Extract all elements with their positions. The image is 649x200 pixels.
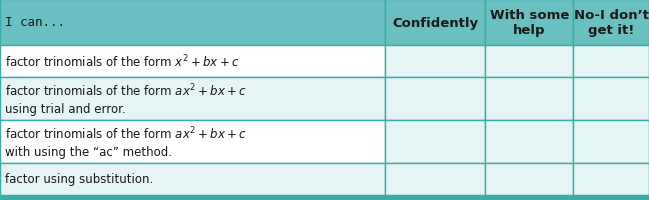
Bar [573,0,649,46]
Bar [385,120,485,163]
Bar [485,120,573,163]
Text: I can...: I can... [5,16,65,29]
Text: No-I don’t
get it!: No-I don’t get it! [574,9,648,37]
Bar [385,78,485,120]
Bar [485,0,573,46]
Bar [385,163,485,195]
Text: factor using substitution.: factor using substitution. [5,173,153,186]
Text: factor trinomials of the form $ax^2 + bx + c$
using trial and error.: factor trinomials of the form $ax^2 + bx… [5,83,247,115]
Bar [385,46,485,78]
Bar [0,120,385,163]
Text: Confidently: Confidently [392,16,478,29]
Bar [0,78,385,120]
Text: factor trinomials of the form $ax^2 + bx + c$
with using the “ac” method.: factor trinomials of the form $ax^2 + bx… [5,125,247,158]
Bar [485,163,573,195]
Bar [0,0,385,46]
Bar [573,120,649,163]
Bar [0,46,385,78]
Bar [573,163,649,195]
Bar [573,78,649,120]
Bar [485,78,573,120]
Bar [485,46,573,78]
Text: factor trinomials of the form $x^2 + bx + c$: factor trinomials of the form $x^2 + bx … [5,53,239,70]
Text: With some
help: With some help [489,9,569,37]
Bar [0,163,385,195]
Bar [573,46,649,78]
Bar [385,0,485,46]
